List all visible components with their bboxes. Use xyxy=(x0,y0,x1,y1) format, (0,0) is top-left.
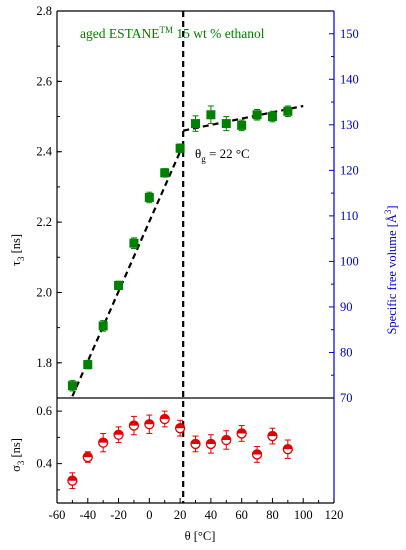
data-point-half-fill xyxy=(221,435,231,440)
data-point-square xyxy=(160,168,170,178)
right-y-tick-label: 140 xyxy=(340,72,359,86)
right-y-tick-label: 120 xyxy=(340,163,359,177)
data-point-square xyxy=(98,321,108,331)
chart-title: aged ESTANETM 15 wt % ethanol xyxy=(80,25,265,41)
right-y-tick-label: 70 xyxy=(340,391,353,405)
data-point-square xyxy=(221,119,231,129)
data-point-half-fill xyxy=(114,430,124,435)
top-y-tick-label: 2.0 xyxy=(36,285,52,299)
data-point-half-fill xyxy=(191,439,200,444)
top-y-tick-label: 2.4 xyxy=(36,145,52,159)
bottom-y-tick-label: 0.4 xyxy=(36,457,52,471)
data-point-square xyxy=(191,119,200,129)
data-point-square xyxy=(129,238,139,248)
x-tick-label: -40 xyxy=(79,508,96,522)
x-tick-label: 80 xyxy=(266,508,279,522)
top-y-tick-label: 2.6 xyxy=(36,74,52,88)
data-point-square xyxy=(237,120,247,130)
bottom-panel: 0.4 0.6 -60 -40 -20 0 20 40 60 80 100 120 xyxy=(36,397,344,522)
data-point-half-fill xyxy=(267,431,277,437)
data-point-square xyxy=(267,112,277,122)
data-point-half-fill xyxy=(237,428,247,434)
data-point-square xyxy=(175,143,185,153)
data-point-square xyxy=(114,280,124,290)
right-y-tick-label: 80 xyxy=(340,345,353,359)
x-tick-label: 120 xyxy=(325,508,344,522)
data-point-half-fill xyxy=(83,452,93,458)
data-point-half-fill xyxy=(144,419,154,425)
data-point-square xyxy=(206,110,216,120)
bottom-y-tick-label: 0.6 xyxy=(36,404,52,418)
right-y-tick-label: 100 xyxy=(340,254,359,268)
x-axis-label: θ [°C] xyxy=(185,529,216,543)
x-tick-label: -20 xyxy=(110,508,127,522)
top-y-tick-label: 1.8 xyxy=(36,356,52,370)
data-point-square xyxy=(83,360,93,370)
top-panel: 1.8 2.0 2.2 2.4 2.6 2.8 70 80 90 100 110 120 130 140 1… xyxy=(36,4,359,503)
right-y-tick-label: 130 xyxy=(340,118,359,132)
data-point-square xyxy=(252,110,262,120)
right-y-axis-label: Specific free volume [Å3] xyxy=(383,205,399,334)
x-tick-label: -60 xyxy=(49,508,66,522)
data-point-half-fill xyxy=(283,444,293,450)
data-point-half-fill xyxy=(252,449,262,455)
data-point-half-fill xyxy=(175,423,185,429)
data-point-square xyxy=(67,381,77,391)
top-y-tick-label: 2.2 xyxy=(36,215,52,229)
data-point-half-fill xyxy=(160,414,170,419)
data-point-half-fill xyxy=(129,421,139,426)
right-y-tick-label: 110 xyxy=(340,209,358,223)
data-point-square xyxy=(144,192,154,202)
top-y-axis-label: τ3 [ns] xyxy=(9,234,26,266)
data-point-half-fill xyxy=(206,439,216,444)
data-point-square xyxy=(283,106,293,116)
fit-line xyxy=(182,104,304,132)
x-tick-label: 60 xyxy=(235,508,248,522)
right-y-tick-label: 150 xyxy=(340,27,359,41)
right-y-tick-label: 90 xyxy=(340,300,353,314)
data-point-half-fill xyxy=(98,438,108,443)
data-point-half-fill xyxy=(67,476,77,481)
fit-line xyxy=(71,144,185,397)
glass-transition-label: θg = 22 °C xyxy=(195,146,250,164)
x-tick-label: 40 xyxy=(205,508,218,522)
x-tick-label: 0 xyxy=(146,508,152,522)
bottom-y-axis-label: σ3 [ns] xyxy=(9,438,26,472)
top-y-tick-label: 2.8 xyxy=(36,4,52,18)
x-tick-label: 100 xyxy=(294,508,313,522)
x-tick-label: 20 xyxy=(174,508,187,522)
